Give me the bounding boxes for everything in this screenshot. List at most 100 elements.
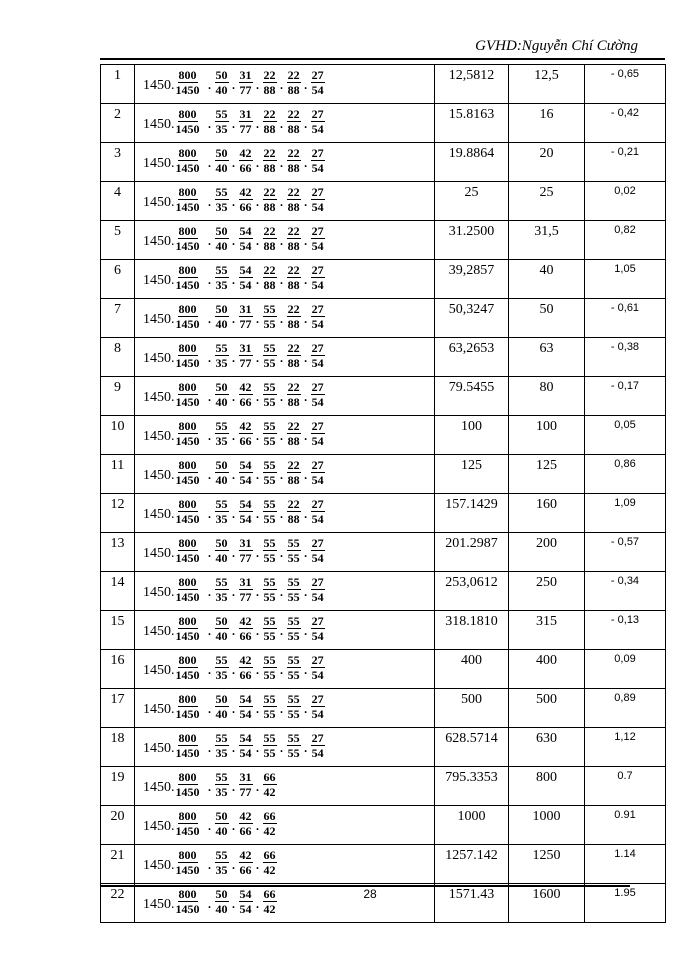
formula: 1450. 800 1450 · 55 35 · 31 77 · 22 88 · 22 88 · 27 54 [135,104,434,139]
multiply-dot: · [279,510,284,524]
multiply-dot: · [207,354,212,368]
multiply-dot: · [255,822,260,836]
standard-value: 80 [508,376,585,416]
error-percent: 1,05 [584,259,666,299]
formula-cell: 1450. 800 1450 · 50 40 · 54 54 · 66 42 [134,883,435,923]
formula: 1450. 800 1450 · 55 35 · 42 66 · 55 55 · 22 88 · 27 54 [135,416,434,451]
denominator: 40 [215,629,228,643]
numerator: 50 [214,458,229,473]
numerator: 22 [286,497,301,512]
fraction: 42 66 [238,848,253,877]
multiply-dot: · [207,237,212,251]
fraction: 800 1450 [176,341,200,370]
fraction: 800 1450 [176,419,200,448]
denominator: 35 [215,746,228,760]
denominator: 54 [311,512,324,526]
denominator: 77 [239,551,252,565]
fraction: 22 88 [262,146,277,175]
numerator: 66 [262,887,277,902]
numerator: 800 [177,614,198,629]
multiply-dot: · [231,510,236,524]
numerator: 31 [238,302,253,317]
multiply-dot: · [303,81,308,95]
denominator: 55 [263,356,276,370]
standard-value: 1600 [508,883,585,923]
fraction: 800 1450 [176,497,200,526]
fraction: 55 55 [286,692,301,721]
fraction: 800 1450 [176,848,200,877]
numerator: 66 [262,848,277,863]
fraction: 22 88 [286,458,301,487]
fraction: 800 1450 [176,731,200,760]
denominator: 54 [311,551,324,565]
error-percent: - 0,61 [584,298,666,338]
multiply-dot: · [231,549,236,563]
denominator: 88 [287,83,300,97]
numerator: 54 [238,497,253,512]
denominator: 54 [311,317,324,331]
denominator: 88 [263,278,276,292]
error-percent: 1,12 [584,727,666,767]
row-number: 12 [100,493,135,533]
numerator: 54 [238,458,253,473]
denominator: 88 [287,122,300,136]
multiply-dot: · [255,120,260,134]
row-number: 14 [100,571,135,611]
fraction: 800 1450 [176,263,200,292]
fraction: 55 55 [262,536,277,565]
formula-cell: 1450. 800 1450 · 55 35 · 42 66 · 55 55 · 55 55 · 27 54 [134,649,435,689]
fraction: 22 88 [262,185,277,214]
multiply-dot: · [231,705,236,719]
fraction: 27 54 [310,458,325,487]
fraction: 55 55 [262,302,277,331]
denominator: 1450 [175,200,200,214]
multiply-dot: · [231,198,236,212]
coefficient: 1450. [143,584,175,600]
denominator: 54 [311,278,324,292]
denominator: 55 [287,590,300,604]
numerator: 55 [286,731,301,746]
numerator: 55 [214,731,229,746]
fraction: 55 55 [262,731,277,760]
coefficient: 1450. [143,389,175,405]
numerator: 27 [310,224,325,239]
fraction: 42 66 [238,419,253,448]
standard-value: 400 [508,649,585,689]
denominator: 54 [239,239,252,253]
multiply-dot: · [303,120,308,134]
multiply-dot: · [279,744,284,758]
fraction: 55 55 [262,419,277,448]
multiply-dot: · [231,744,236,758]
denominator: 55 [263,707,276,721]
multiply-dot: · [231,120,236,134]
denominator: 54 [311,122,324,136]
multiply-dot: · [255,861,260,875]
fraction: 800 1450 [176,809,200,838]
error-percent: - 0,42 [584,103,666,143]
denominator: 55 [263,473,276,487]
error-percent: 1.95 [584,883,666,923]
fraction: 27 54 [310,302,325,331]
numerator: 22 [286,302,301,317]
multiply-dot: · [255,666,260,680]
denominator: 40 [215,83,228,97]
row-number: 1 [100,64,135,104]
fraction: 800 1450 [176,224,200,253]
denominator: 40 [215,473,228,487]
fraction: 50 40 [214,692,229,721]
denominator: 66 [239,395,252,409]
row-number: 19 [100,766,135,806]
numerator: 27 [310,380,325,395]
table-row: 20 1450. 800 1450 · 50 40 · 42 66 · 66 42 1000 1000 0.9… [100,805,666,845]
numerator: 800 [177,185,198,200]
numerator: 66 [262,770,277,785]
fraction: 22 88 [262,68,277,97]
fraction: 55 35 [214,848,229,877]
multiply-dot: · [231,432,236,446]
denominator: 1450 [175,161,200,175]
numerator: 55 [214,770,229,785]
formula: 1450. 800 1450 · 50 40 · 54 54 · 22 88 · 22 88 · 27 54 [135,221,434,256]
denominator: 35 [215,278,228,292]
denominator: 88 [287,317,300,331]
numerator: 55 [214,185,229,200]
